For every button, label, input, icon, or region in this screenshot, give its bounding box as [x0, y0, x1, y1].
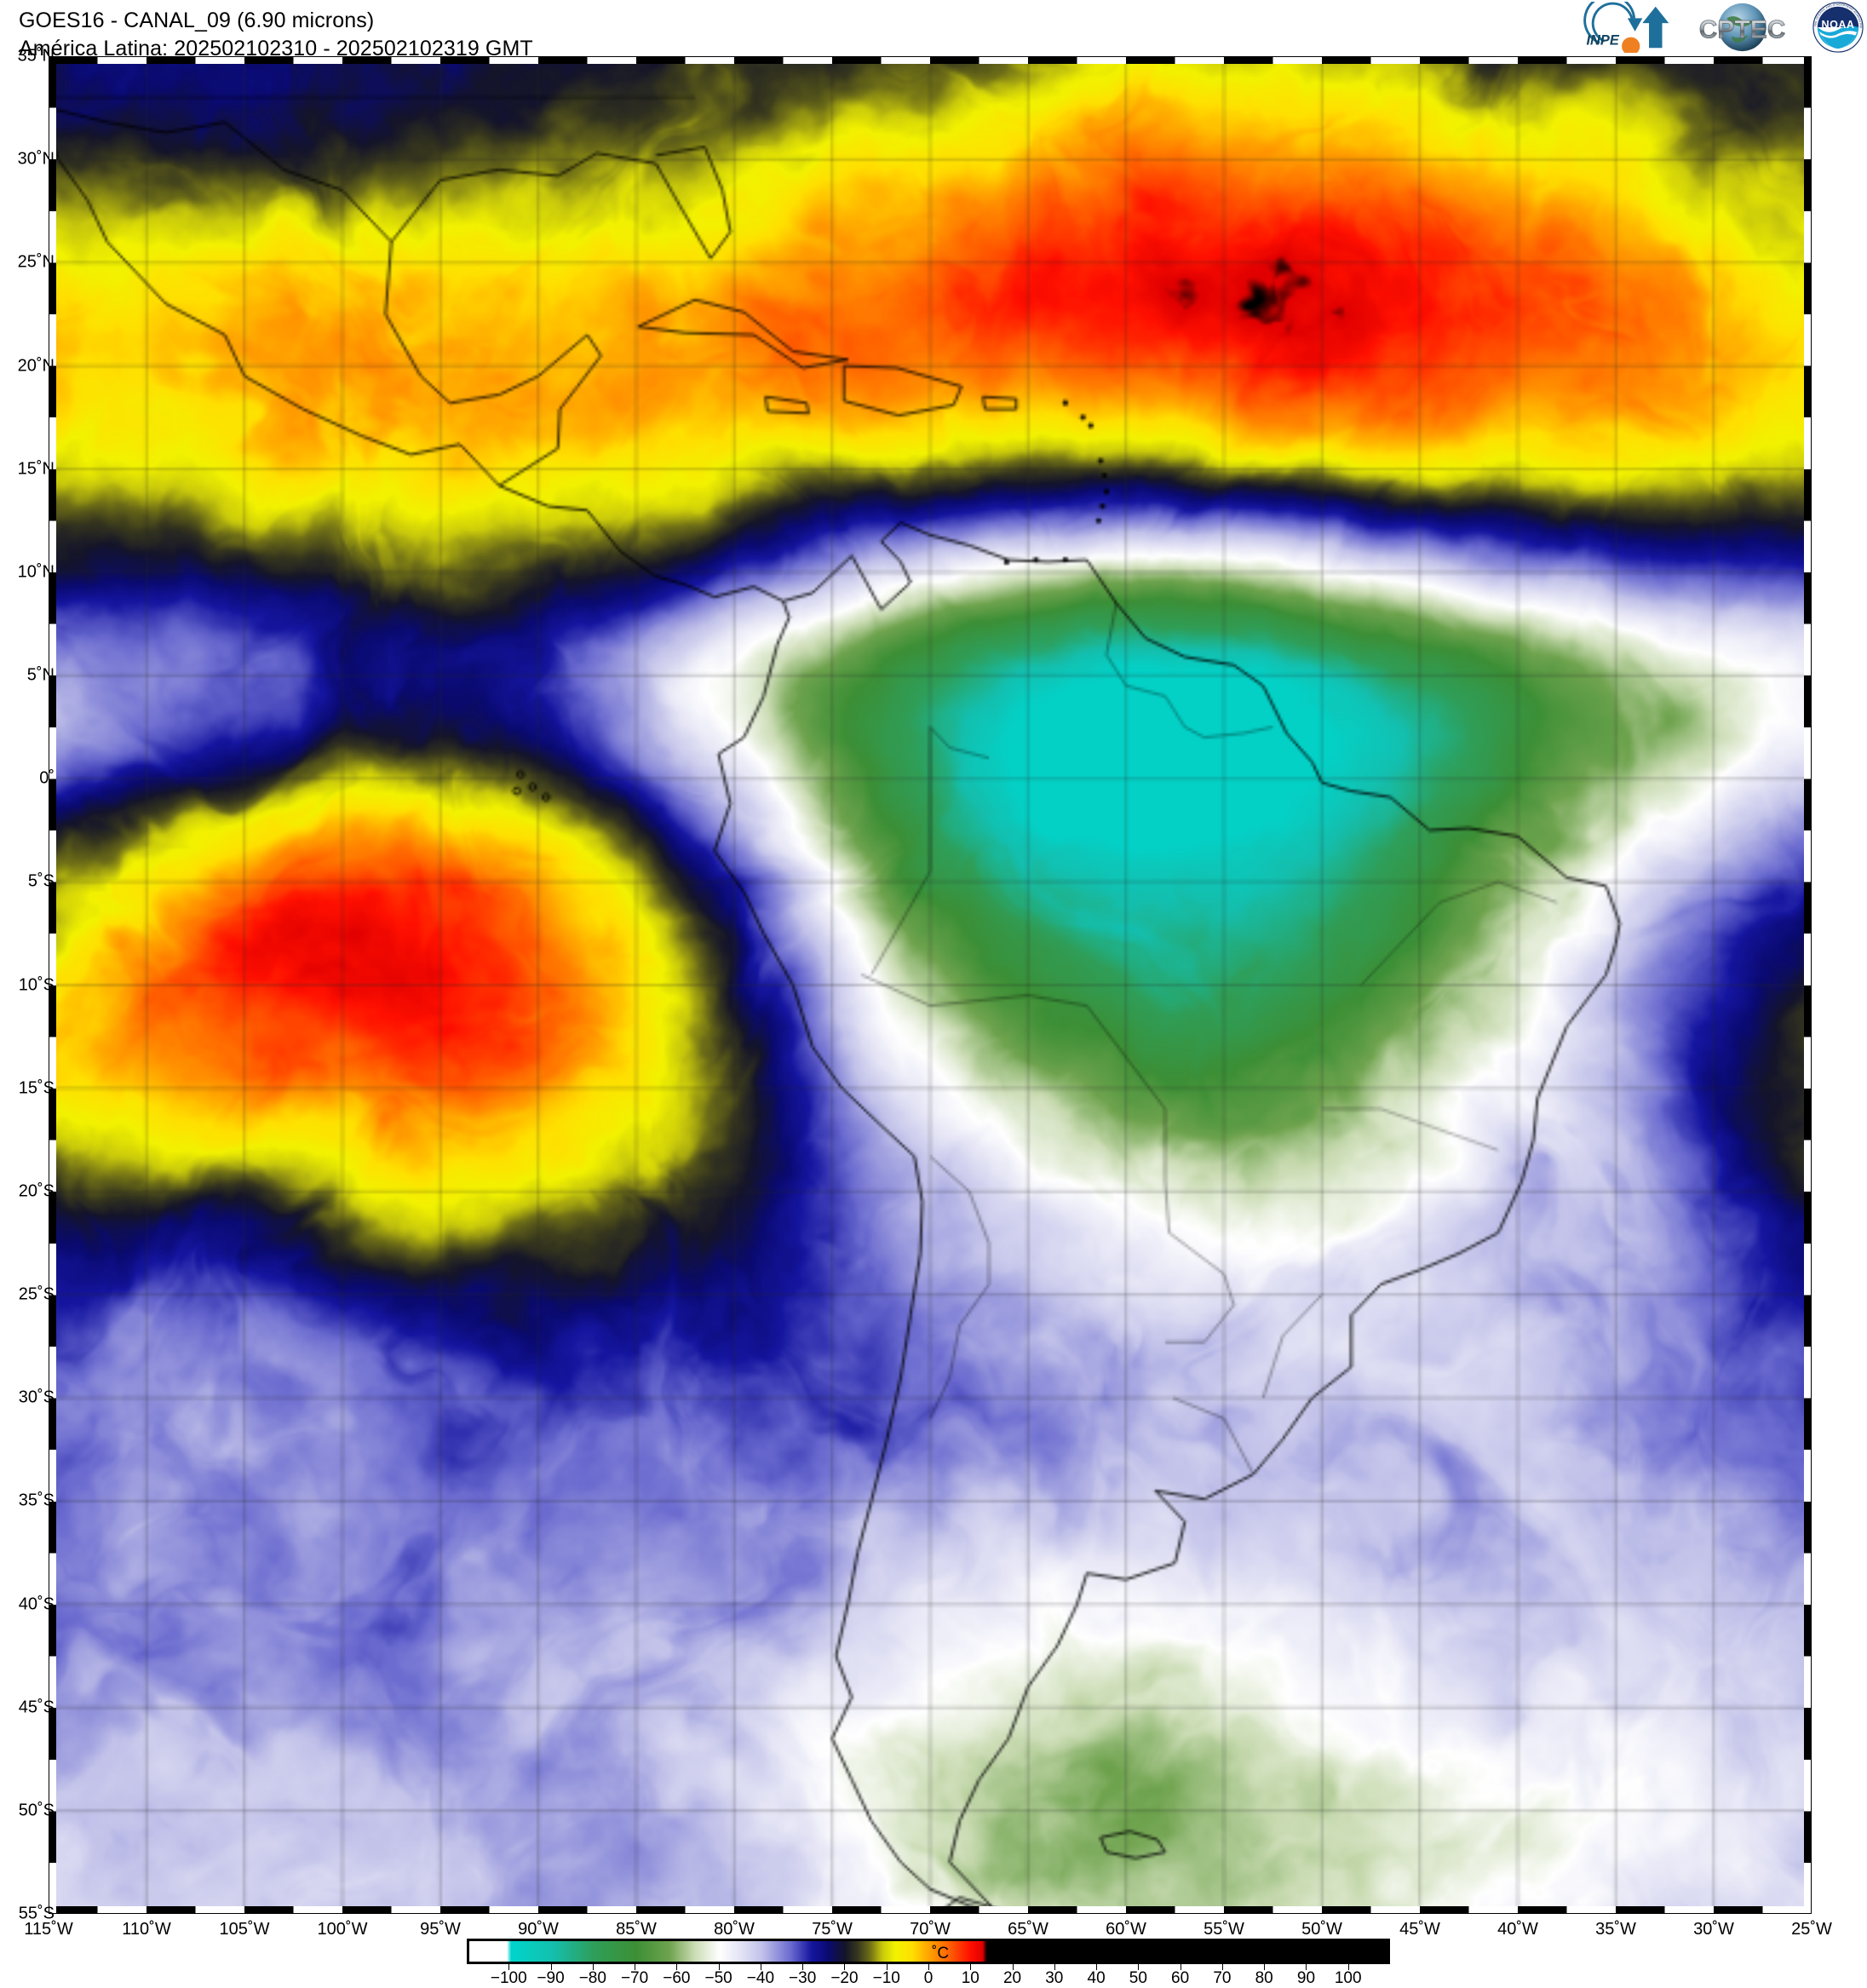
product-subtitle: América Latina: 202502102310 - 202502102… — [19, 36, 533, 60]
colorbar-tick-label: −40 — [746, 1969, 775, 1987]
lat-tick-label: 35˚S — [18, 1491, 55, 1510]
lat-tick-label: 20˚S — [18, 1181, 55, 1201]
svg-text:CPTEC: CPTEC — [1699, 16, 1786, 44]
inpe-logo: INPE — [1583, 2, 1669, 53]
product-title: GOES16 - CANAL_09 (6.90 microns) — [19, 9, 375, 32]
lon-tick-label: 55˚W — [1203, 1920, 1244, 1939]
lat-tick-label: 25˚S — [18, 1284, 55, 1304]
colorbar-tick — [886, 1964, 888, 1970]
lon-tick-label: 75˚W — [812, 1920, 853, 1939]
colorbar-tick-label: −60 — [663, 1969, 691, 1987]
satellite-image — [49, 56, 1812, 1914]
colorbar-tick — [1221, 1964, 1223, 1970]
lat-tick-label: 50˚S — [18, 1801, 55, 1820]
colorbar-tick — [1264, 1964, 1266, 1970]
lon-tick-label: 60˚W — [1106, 1920, 1146, 1939]
lon-tick-label: 50˚W — [1301, 1920, 1342, 1939]
lon-tick-label: 115˚W — [24, 1920, 73, 1939]
colorbar-tick-label: 60 — [1171, 1969, 1190, 1987]
title-block: GOES16 - CANAL_09 (6.90 microns) América… — [19, 7, 533, 62]
colorbar-tick — [1054, 1964, 1055, 1970]
colorbar-tick — [970, 1964, 972, 1970]
lat-tick-label: 5˚S — [27, 871, 55, 891]
colorbar-tick-label: 90 — [1296, 1969, 1316, 1987]
colorbar-tick — [844, 1964, 846, 1970]
lon-tick-label: 40˚W — [1497, 1920, 1538, 1939]
colorbar-tick-label: 70 — [1213, 1969, 1232, 1987]
lon-tick-label: 35˚W — [1595, 1920, 1636, 1939]
lon-tick-label: 90˚W — [518, 1920, 559, 1939]
colorbar-tick — [550, 1964, 552, 1970]
svg-text:NOAA: NOAA — [1822, 19, 1855, 31]
lon-tick-label: 70˚W — [910, 1920, 951, 1939]
lat-tick-label: 35˚N — [17, 46, 55, 66]
lat-tick-label: 10˚N — [17, 562, 55, 582]
colorbar-tick — [676, 1964, 678, 1970]
svg-text:INPE: INPE — [1586, 32, 1619, 48]
noaa-logo: NOAA NATIONAL OCEANIC AND ATMOSPHERIC AD… — [1812, 2, 1864, 53]
colorbar-tick — [928, 1964, 929, 1970]
colorbar-tick-label: −80 — [578, 1969, 606, 1987]
colorbar-tick-label: 20 — [1002, 1969, 1022, 1987]
colorbar-tick — [1096, 1964, 1098, 1970]
cptec-logo: CPTEC — [1698, 3, 1786, 52]
colorbar-tick-label: 80 — [1255, 1969, 1273, 1987]
colorbar-tick-label: −70 — [620, 1969, 649, 1987]
lat-tick-label: 15˚N — [17, 459, 55, 479]
colorbar-tick-label: 50 — [1129, 1969, 1147, 1987]
colorbar-tick — [1138, 1964, 1140, 1970]
logo-strip: INPE CPTEC — [1573, 1, 1864, 54]
lon-tick-label: 25˚W — [1791, 1920, 1832, 1939]
colorbar-tick-label: −30 — [789, 1969, 817, 1987]
colorbar-tick-label: −20 — [830, 1969, 859, 1987]
colorbar-tick — [802, 1964, 804, 1970]
lat-tick-label: 20˚N — [17, 356, 55, 375]
lat-tick-label: 5˚N — [26, 665, 55, 685]
lon-tick-label: 85˚W — [616, 1920, 657, 1939]
satellite-image-panel — [49, 56, 1812, 1914]
lon-tick-label: 30˚W — [1693, 1920, 1734, 1939]
colorbar-tick — [1306, 1964, 1307, 1970]
lat-tick-label: 30˚N — [17, 149, 55, 169]
colorbar-tick-label: −100 — [490, 1969, 527, 1987]
lon-tick-label: 110˚W — [122, 1920, 171, 1939]
lat-tick-label: 40˚S — [18, 1594, 55, 1613]
lon-tick-label: 80˚W — [714, 1920, 755, 1939]
lon-tick-label: 100˚W — [317, 1920, 368, 1939]
lon-tick-label: 105˚W — [219, 1920, 270, 1939]
colorbar-tick — [592, 1964, 594, 1970]
lat-tick-label: 55˚S — [18, 1904, 55, 1923]
temperature-colorbar — [467, 1939, 1390, 1964]
colorbar-tick — [718, 1964, 720, 1970]
colorbar-tick — [1012, 1964, 1014, 1970]
colorbar-wrap — [467, 1939, 1390, 1964]
lat-tick-label: 30˚S — [18, 1388, 55, 1407]
lat-tick-label: 0˚ — [39, 768, 55, 788]
colorbar-tick-label: −50 — [704, 1969, 732, 1987]
colorbar-tick-label: 10 — [961, 1969, 979, 1987]
lon-tick-label: 65˚W — [1008, 1920, 1048, 1939]
colorbar-tick-label: 100 — [1334, 1969, 1362, 1987]
lon-tick-label: 95˚W — [420, 1920, 461, 1939]
lat-tick-label: 45˚S — [18, 1698, 55, 1717]
colorbar-tick-label: −90 — [537, 1969, 565, 1987]
lat-tick-label: 25˚N — [17, 252, 55, 272]
lat-tick-label: 15˚S — [18, 1078, 55, 1098]
colorbar-unit-label: ˚C — [932, 1945, 950, 1962]
colorbar-tick-label: 0 — [923, 1969, 934, 1987]
lat-tick-label: 10˚S — [18, 975, 55, 994]
lon-tick-label: 45˚W — [1399, 1920, 1440, 1939]
colorbar-tick — [1347, 1964, 1349, 1970]
colorbar-tick-label: −10 — [872, 1969, 900, 1987]
colorbar-tick — [508, 1964, 510, 1970]
colorbar-tick-label: 30 — [1045, 1969, 1064, 1987]
colorbar-tick-label: 40 — [1087, 1969, 1106, 1987]
header-bar: GOES16 - CANAL_09 (6.90 microns) América… — [0, 0, 1867, 60]
